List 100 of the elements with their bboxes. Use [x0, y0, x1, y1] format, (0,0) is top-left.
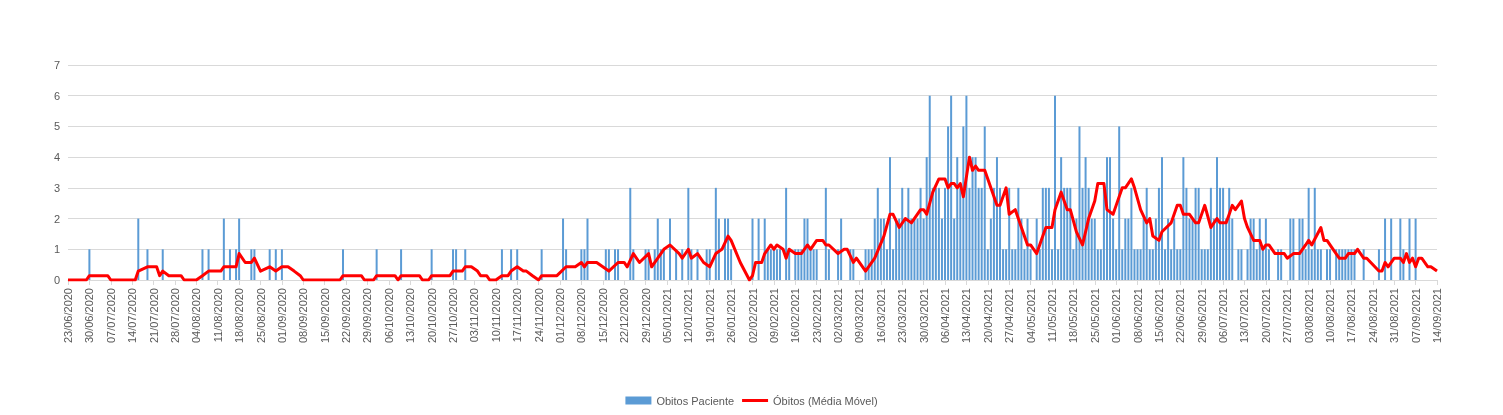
- bar: [1228, 187, 1231, 280]
- x-tick-label: 07/09/2021: [1409, 288, 1422, 344]
- x-tick-label: 08/09/2020: [297, 288, 310, 344]
- x-tick-label: 06/04/2021: [939, 288, 952, 344]
- bar: [146, 249, 149, 280]
- y-tick-label: 1: [53, 243, 60, 256]
- bar: [919, 187, 922, 280]
- bar: [714, 187, 717, 280]
- bar: [1313, 187, 1316, 280]
- x-tick-label: 26/01/2021: [725, 288, 738, 344]
- x-tick-label: 27/04/2021: [1003, 288, 1016, 344]
- bar: [1292, 218, 1295, 280]
- bar: [901, 187, 904, 280]
- bar: [889, 157, 892, 280]
- x-tick-label: 13/10/2020: [404, 288, 417, 344]
- bar: [769, 249, 772, 280]
- x-tick-label: 24/08/2021: [1366, 288, 1379, 344]
- x-tick-label: 14/09/2021: [1431, 288, 1443, 344]
- bar: [1145, 187, 1148, 280]
- bar: [1301, 218, 1304, 280]
- x-tick-label: 23/02/2021: [810, 288, 823, 344]
- bar: [1047, 187, 1050, 280]
- bar: [1390, 218, 1393, 280]
- bar: [971, 157, 974, 280]
- bar: [840, 218, 843, 280]
- bar: [1329, 249, 1332, 280]
- x-tick-label: 10/11/2020: [489, 288, 502, 343]
- bar: [928, 95, 931, 280]
- bar: [785, 187, 788, 280]
- x-tick-label: 01/09/2020: [275, 288, 288, 344]
- bar: [803, 218, 806, 280]
- x-tick-label: 25/05/2021: [1088, 288, 1101, 344]
- bar: [727, 218, 730, 280]
- bar: [812, 249, 815, 280]
- x-tick-label: 06/07/2021: [1217, 288, 1230, 344]
- x-tick-label: 20/07/2021: [1259, 288, 1272, 344]
- bar: [1044, 187, 1047, 280]
- bar: [668, 218, 671, 280]
- x-tick-label: 30/03/2021: [917, 288, 930, 344]
- bar: [1222, 187, 1225, 280]
- bar: [1209, 187, 1212, 280]
- bar: [824, 187, 827, 280]
- x-tick-label: 25/08/2020: [254, 288, 267, 344]
- bar: [1078, 126, 1081, 280]
- x-tick-label: 24/11/2020: [532, 288, 545, 343]
- x-tick-label: 27/10/2020: [447, 288, 460, 344]
- bar: [1325, 249, 1328, 280]
- bar: [950, 95, 953, 280]
- bar: [1280, 249, 1283, 280]
- x-tick-label: 02/03/2021: [832, 288, 845, 344]
- x-tick-label: 03/11/2020: [468, 288, 481, 343]
- bar: [775, 249, 778, 280]
- bar: [201, 249, 204, 280]
- x-tick-label: 29/09/2020: [361, 288, 374, 344]
- y-tick-label: 4: [53, 151, 60, 164]
- bar: [1173, 218, 1176, 280]
- x-tick-label: 11/08/2020: [211, 288, 224, 343]
- bar: [757, 218, 760, 280]
- bar: [1399, 218, 1402, 280]
- bar: [1160, 157, 1163, 280]
- bar: [907, 187, 910, 280]
- x-tick-label: 09/02/2021: [767, 288, 780, 344]
- y-tick-label: 2: [53, 212, 60, 225]
- bar: [1069, 187, 1072, 280]
- y-tick-label: 0: [53, 274, 60, 286]
- bar: [1237, 249, 1240, 280]
- bar: [222, 218, 225, 280]
- bar: [629, 187, 632, 280]
- x-tick-label: 16/02/2021: [789, 288, 802, 344]
- x-tick-label: 14/07/2020: [126, 288, 139, 344]
- x-tick-label: 17/11/2020: [511, 288, 524, 343]
- x-tick-label: 17/08/2021: [1345, 288, 1358, 344]
- bar: [876, 187, 879, 280]
- y-tick-label: 6: [53, 89, 60, 102]
- bar: [995, 157, 998, 280]
- bar: [207, 249, 210, 280]
- x-tick-label: 04/05/2021: [1024, 288, 1037, 344]
- bar: [1026, 218, 1029, 280]
- bar: [1093, 218, 1096, 280]
- x-tick-label: 18/05/2021: [1067, 288, 1080, 344]
- x-tick-label: 27/07/2021: [1281, 288, 1294, 344]
- bar: [1215, 157, 1218, 280]
- bar: [687, 187, 690, 280]
- x-tick-label: 15/06/2021: [1152, 288, 1165, 344]
- x-tick-label: 03/08/2021: [1302, 288, 1315, 344]
- bar: [1041, 187, 1044, 280]
- x-tick-label: 29/06/2021: [1195, 288, 1208, 344]
- x-tick-label: 05/01/2021: [660, 288, 673, 344]
- bar: [1118, 126, 1121, 280]
- bar: [1130, 187, 1133, 280]
- x-tick-label: 20/04/2021: [981, 288, 994, 344]
- bar: [1060, 157, 1063, 280]
- x-tick-label: 10/08/2021: [1324, 288, 1337, 344]
- x-tick-label: 19/01/2021: [703, 288, 716, 344]
- x-tick-label: 22/06/2021: [1174, 288, 1187, 344]
- x-tick-label: 16/03/2021: [874, 288, 887, 344]
- bar: [956, 157, 959, 280]
- bar: [1136, 249, 1139, 280]
- x-tick-label: 30/06/2020: [83, 288, 96, 344]
- x-tick-label: 18/08/2020: [233, 288, 246, 344]
